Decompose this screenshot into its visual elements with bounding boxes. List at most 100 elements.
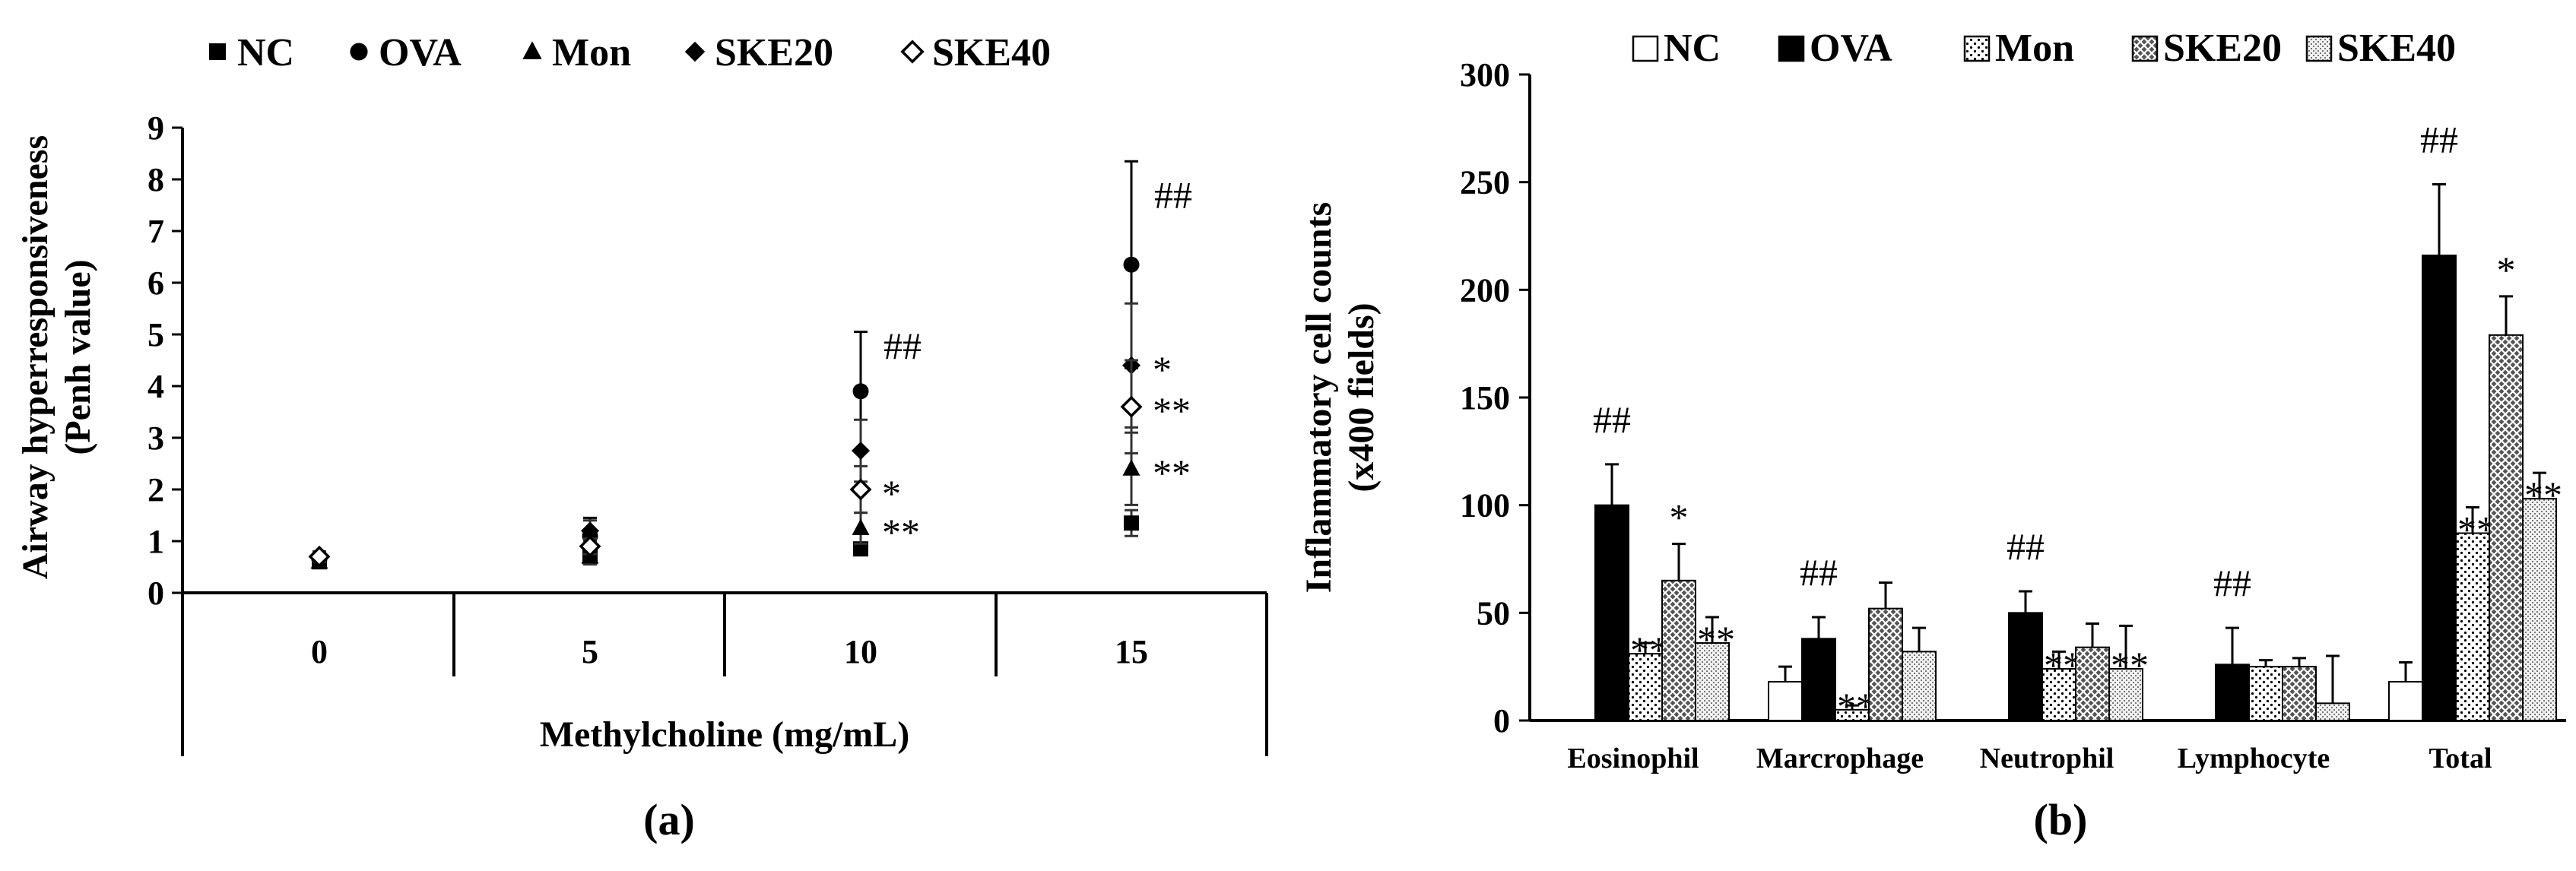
- legend-swatch: [1963, 35, 1991, 62]
- bar: [1628, 653, 1663, 722]
- y-tick-label: 50: [1477, 594, 1510, 632]
- significance-label: ##: [1154, 173, 1192, 216]
- data-point: [1123, 256, 1140, 273]
- legend-marker: [209, 43, 226, 60]
- significance-label: **: [1697, 618, 1735, 660]
- data-point: [852, 442, 870, 460]
- legend-label: NC: [1664, 27, 1721, 70]
- significance-label: **: [2524, 474, 2562, 516]
- panel-b-plot: ##########****************: [1593, 119, 2562, 727]
- data-point: [579, 535, 601, 558]
- bar: [2455, 532, 2490, 721]
- series-mon: ** **: [310, 431, 1191, 569]
- bar: [1868, 607, 1903, 722]
- x-tick-label: Neutrophil: [1980, 743, 2114, 774]
- data-point: [852, 383, 869, 400]
- significance-label: **: [2111, 644, 2149, 686]
- legend-item-nc: NC: [1632, 27, 1721, 70]
- series-ova: ## ##: [311, 160, 1192, 568]
- x-tick-label: 5: [582, 633, 598, 670]
- y-tick-label: 6: [148, 264, 164, 302]
- legend-label: OVA: [379, 31, 462, 74]
- bar: [1594, 504, 1629, 722]
- bar: [1768, 681, 1803, 721]
- y-tick-label: 300: [1460, 56, 1510, 93]
- bar: [2489, 334, 2524, 721]
- series-ova: ## ## ## ## ##: [1593, 119, 2458, 722]
- panel-a-plot: ####********: [308, 160, 1192, 570]
- bar: [2215, 664, 2250, 721]
- legend-item-ske20: SKE20: [2131, 27, 2282, 70]
- legend-label: SKE40: [932, 31, 1051, 74]
- y-tick-label: 200: [1460, 271, 1510, 309]
- data-point: [1122, 459, 1140, 476]
- x-tick-label: Total: [2428, 743, 2492, 774]
- legend-marker: [522, 41, 542, 59]
- bar: [2282, 666, 2317, 722]
- panel-a-y-ticks: 0 1 2 3 4 5 6 7 8 9: [148, 109, 182, 612]
- panel-b-caption: (b): [2034, 795, 2088, 844]
- data-point: [1124, 515, 1139, 531]
- panel-a-y-label-line1: Airway hyperresponsiveness: [15, 135, 56, 579]
- panel-b: Inflammatory cell counts (x400 fields) (…: [1299, 27, 2566, 844]
- data-point: [849, 478, 872, 501]
- significance-label: ##: [1800, 551, 1838, 594]
- panel-a-caption: (a): [643, 795, 695, 844]
- y-tick-label: 5: [148, 316, 164, 353]
- significance-label: *: [1153, 348, 1172, 391]
- legend-item-ske40: SKE40: [2305, 27, 2456, 70]
- panel-a-y-label-line2: (Penh value): [58, 259, 98, 455]
- bar: [2315, 702, 2350, 721]
- y-tick-label: 7: [148, 213, 164, 250]
- significance-label: **: [882, 511, 920, 553]
- legend-label: Mon: [1995, 27, 2074, 70]
- legend-label: OVA: [1810, 27, 1892, 70]
- panel-b-x-ticks: Eosinophil Marcrophage Neutrophil Lymphocyt…: [1567, 743, 2492, 774]
- legend-label: SKE40: [2337, 27, 2456, 70]
- bar: [2108, 668, 2143, 721]
- significance-label: *: [2497, 249, 2516, 291]
- data-point: [853, 541, 868, 557]
- legend-item-ova: OVA: [350, 31, 462, 74]
- y-tick-label: 100: [1460, 487, 1510, 524]
- legend-item-mon: Mon: [1963, 27, 2074, 70]
- panel-b-y-ticks: 0 50 100 150 200 250 300: [1460, 56, 1530, 740]
- y-tick-label: 8: [148, 161, 164, 198]
- significance-label: *: [1670, 496, 1689, 539]
- legend-marker: [350, 43, 368, 61]
- series-ske40: ** ** **: [1695, 471, 2562, 722]
- y-tick-label: 0: [148, 575, 164, 612]
- series-ske40: ***: [308, 359, 1191, 568]
- y-tick-label: 2: [148, 471, 164, 508]
- bar: [1661, 579, 1696, 721]
- significance-label: **: [1153, 389, 1191, 432]
- legend-item-ova: OVA: [1778, 27, 1892, 70]
- bar: [2008, 612, 2043, 721]
- data-point: [852, 518, 870, 535]
- bar: [2422, 255, 2457, 721]
- panel-a-x-ticks: 0 5 10 15: [311, 633, 1148, 670]
- bar: [2388, 681, 2423, 721]
- bar: [2522, 498, 2557, 722]
- legend-swatch: [2305, 35, 2333, 62]
- legend-item-mon: Mon: [522, 31, 631, 74]
- series-nc: [1768, 661, 2423, 721]
- legend-item-ske40: SKE40: [900, 31, 1051, 74]
- legend-swatch: [1632, 35, 1659, 62]
- legend-label: Mon: [552, 31, 631, 74]
- x-tick-label: Marcrophage: [1756, 743, 1924, 774]
- bar: [2248, 666, 2283, 722]
- panel-b-legend: NC OVA Mon SKE20 SKE40: [1632, 27, 2456, 70]
- panel-a-legend: NC OVA Mon SKE20 SKE40: [209, 31, 1051, 74]
- significance-label: ##: [1593, 398, 1631, 441]
- panel-a: Methylcholine (mg/mL) Airway hyperrespon…: [15, 31, 1268, 844]
- series-nc: [312, 508, 1139, 570]
- legend-label: NC: [237, 31, 294, 74]
- significance-label: ##: [2213, 562, 2251, 604]
- legend-swatch: [1778, 35, 1805, 62]
- x-tick-label: 10: [844, 633, 877, 670]
- legend-label: SKE20: [2163, 27, 2282, 70]
- y-tick-label: 4: [148, 368, 164, 405]
- bar: [2041, 668, 2076, 721]
